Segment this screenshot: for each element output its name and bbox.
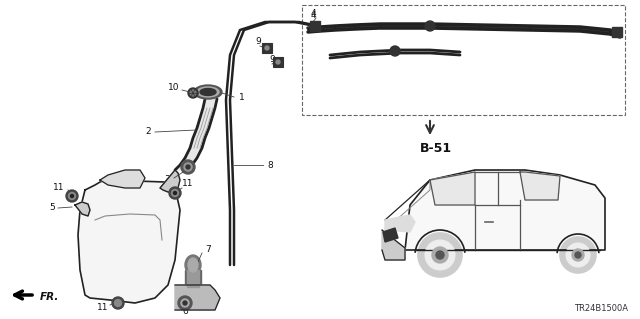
Circle shape [173,191,177,195]
Text: 8: 8 [267,160,273,169]
Polygon shape [160,170,180,192]
Circle shape [436,251,444,259]
Text: 5: 5 [49,204,55,212]
Bar [273,57,283,67]
Text: 11: 11 [97,303,109,313]
Ellipse shape [194,85,222,99]
Circle shape [566,243,590,267]
Polygon shape [480,25,530,30]
Circle shape [425,240,455,270]
Polygon shape [520,172,560,200]
Polygon shape [385,170,605,250]
Text: 11: 11 [182,180,194,189]
Polygon shape [430,172,475,205]
Circle shape [68,192,76,199]
Text: TR24B1500A: TR24B1500A [574,304,628,313]
Polygon shape [380,24,430,28]
Circle shape [169,187,181,199]
Circle shape [172,189,179,197]
Text: 9: 9 [269,56,275,64]
Polygon shape [75,202,90,216]
Bar [310,21,320,31]
Polygon shape [530,26,580,31]
Polygon shape [580,27,610,34]
Circle shape [66,190,78,202]
Polygon shape [320,26,335,31]
Polygon shape [175,285,220,310]
Circle shape [560,237,596,273]
Circle shape [425,21,435,31]
Bar [612,27,622,37]
Text: 7: 7 [205,246,211,255]
Circle shape [115,300,122,307]
Text: 2: 2 [145,128,151,137]
Text: 9: 9 [255,38,261,47]
Polygon shape [430,24,480,29]
Polygon shape [308,27,320,32]
Circle shape [276,60,280,64]
Polygon shape [383,228,398,242]
Circle shape [183,301,187,305]
Polygon shape [382,230,405,260]
Circle shape [432,247,448,263]
Circle shape [190,90,196,96]
Circle shape [265,46,269,50]
Circle shape [572,249,584,261]
Bar [262,43,272,53]
Polygon shape [187,270,199,287]
Circle shape [178,296,192,310]
Ellipse shape [197,87,219,97]
Polygon shape [78,180,180,303]
Polygon shape [100,170,145,188]
Text: 11: 11 [53,182,65,191]
Circle shape [575,252,581,258]
Circle shape [390,46,400,56]
Ellipse shape [188,258,198,272]
Circle shape [186,165,190,169]
Polygon shape [185,270,201,287]
Text: 3: 3 [164,175,170,184]
Text: 1: 1 [239,93,245,101]
Circle shape [112,297,124,309]
Text: B-51: B-51 [420,142,452,154]
Text: 4: 4 [310,9,316,18]
Ellipse shape [185,255,201,275]
Text: 4: 4 [310,11,316,19]
Polygon shape [385,215,415,232]
Text: FR.: FR. [40,292,60,302]
Circle shape [181,160,195,174]
Circle shape [181,299,189,307]
Polygon shape [335,25,355,30]
Polygon shape [175,99,217,170]
Polygon shape [355,24,380,29]
Circle shape [184,163,192,171]
Circle shape [418,233,462,277]
Text: 6: 6 [182,307,188,315]
Circle shape [188,88,198,98]
Polygon shape [610,30,620,37]
Circle shape [70,195,74,197]
Bar [302,5,625,115]
Text: 10: 10 [168,84,180,93]
Ellipse shape [200,88,216,95]
